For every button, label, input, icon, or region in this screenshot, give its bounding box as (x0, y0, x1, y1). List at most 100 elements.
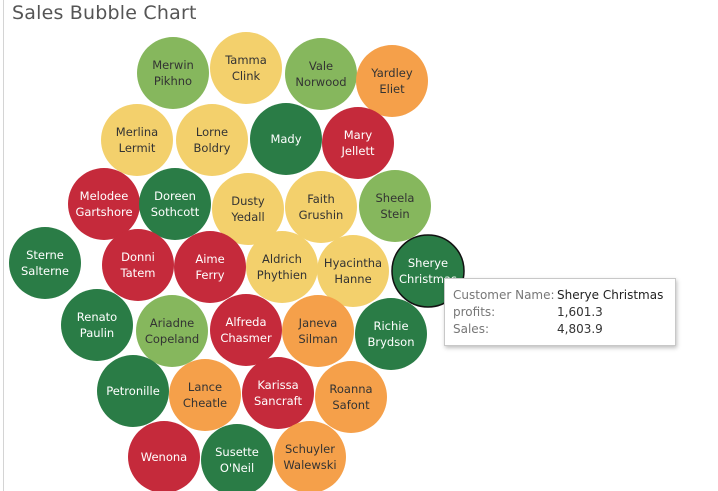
bubble-circle[interactable] (201, 424, 273, 491)
bubble-mary-jellett[interactable]: Mary Jellett (322, 107, 394, 179)
bubble-circle[interactable] (139, 168, 211, 240)
bubble-janeva-silman[interactable]: Janeva Silman (282, 295, 354, 367)
bubble-circle[interactable] (176, 104, 248, 176)
bubble-label: Faith Grushin (299, 192, 344, 222)
bubble-label: Petronille (106, 384, 160, 398)
bubble-lance-cheatle[interactable]: Lance Cheatle (169, 359, 241, 431)
bubble-label: Mary Jellett (341, 128, 375, 158)
bubble-donni-tatem[interactable]: Donni Tatem (102, 229, 174, 301)
bubble-lorne-boldry[interactable]: Lorne Boldry (176, 104, 248, 176)
bubble-label: Schuyler Walewski (283, 442, 336, 472)
bubble-label: Roanna Safont (329, 382, 372, 412)
bubble-label: Lorne Boldry (194, 125, 231, 155)
bubble-label: Yardley Eliet (370, 66, 413, 96)
bubble-label: Sheela Stein (376, 191, 415, 221)
bubble-faith-grushin[interactable]: Faith Grushin (285, 171, 357, 243)
tooltip-profits-value: 1,601.3 (557, 305, 603, 319)
bubble-hyacintha-hanne[interactable]: Hyacintha Hanne (317, 235, 389, 307)
bubble-circle[interactable] (315, 361, 387, 433)
bubble-circle[interactable] (101, 104, 173, 176)
bubble-label: Ariadne Copeland (145, 316, 199, 346)
bubble-circle[interactable] (242, 357, 314, 429)
chart-title: Sales Bubble Chart (12, 2, 197, 24)
bubble-label: Aldrich Phythien (257, 252, 307, 282)
bubble-label: Hyacintha Hanne (324, 256, 382, 286)
bubble-circle[interactable] (68, 168, 140, 240)
bubble-circle[interactable] (246, 231, 318, 303)
bubble-circle[interactable] (136, 295, 208, 367)
bubble-aime-ferry[interactable]: Aime Ferry (174, 231, 246, 303)
bubble-circle[interactable] (274, 421, 346, 491)
bubble-circle[interactable] (285, 38, 357, 110)
bubble-circle[interactable] (174, 231, 246, 303)
bubble-yardley-eliet[interactable]: Yardley Eliet (356, 45, 428, 117)
bubble-schuyler-walewski[interactable]: Schuyler Walewski (274, 421, 346, 491)
bubble-circle[interactable] (359, 170, 431, 242)
bubble-circle[interactable] (322, 107, 394, 179)
bubble-sheela-stein[interactable]: Sheela Stein (359, 170, 431, 242)
bubble-label: Doreen Sothcott (151, 189, 200, 219)
tooltip-sales-key: Sales: (453, 322, 489, 336)
bubble-circle[interactable] (356, 45, 428, 117)
bubble-circle[interactable] (97, 355, 169, 427)
bubble-circle[interactable] (61, 289, 133, 361)
tooltip-sales-row: Sales: 4,803.9 (453, 321, 675, 338)
bubble-dusty-yedall[interactable]: Dusty Yedall (212, 173, 284, 245)
bubble-renato-paulin[interactable]: Renato Paulin (61, 289, 133, 361)
bubble-circle[interactable] (9, 227, 81, 299)
bubble-aldrich-phythien[interactable]: Aldrich Phythien (246, 231, 318, 303)
bubble-label: Mady (270, 132, 301, 146)
bubble-roanna-safont[interactable]: Roanna Safont (315, 361, 387, 433)
bubble-circle[interactable] (102, 229, 174, 301)
bubble-susette-o-neil[interactable]: Susette O'Neil (201, 424, 273, 491)
bubble-petronille[interactable]: Petronille (97, 355, 169, 427)
tooltip-customer-row: Customer Name: Sherye Christmas (453, 287, 675, 304)
tooltip-sales-value: 4,803.9 (557, 322, 603, 336)
bubble-circle[interactable] (169, 359, 241, 431)
bubble-circle[interactable] (285, 171, 357, 243)
tooltip-customer-key: Customer Name: (453, 288, 555, 302)
bubble-sterne-salterne[interactable]: Sterne Salterne (9, 227, 81, 299)
bubble-label: Melodee Gartshore (75, 189, 132, 219)
tooltip-profits-row: profits: 1,601.3 (453, 304, 675, 321)
bubble-mady[interactable]: Mady (250, 103, 322, 175)
bubble-label: Janeva Silman (298, 316, 338, 346)
bubble-ariadne-copeland[interactable]: Ariadne Copeland (136, 295, 208, 367)
bubble-circle[interactable] (317, 235, 389, 307)
bubble-tamma-clink[interactable]: Tamma Clink (210, 32, 282, 104)
bubble-label: Donni Tatem (120, 250, 156, 280)
bubble-label: Karissa Sancraft (254, 378, 303, 408)
tooltip: Customer Name: Sherye Christmas profits:… (444, 278, 676, 346)
bubble-label: Lance Cheatle (183, 380, 227, 410)
bubble-circle[interactable] (137, 37, 209, 109)
bubble-merlina-lermit[interactable]: Merlina Lermit (101, 104, 173, 176)
bubble-label: Richie Brydson (367, 319, 414, 349)
bubble-alfreda-chasmer[interactable]: Alfreda Chasmer (210, 294, 282, 366)
bubble-circle[interactable] (355, 298, 427, 370)
bubble-label: Susette O'Neil (215, 445, 259, 475)
bubble-label: Merwin Pikhno (152, 58, 194, 88)
tooltip-profits-key: profits: (453, 305, 496, 319)
bubble-label: Dusty Yedall (230, 194, 265, 224)
bubble-circle[interactable] (128, 421, 200, 491)
bubble-circle[interactable] (210, 32, 282, 104)
bubble-label: Tamma Clink (224, 53, 267, 83)
bubble-merwin-pikhno[interactable]: Merwin Pikhno (137, 37, 209, 109)
bubble-richie-brydson[interactable]: Richie Brydson (355, 298, 427, 370)
bubble-label: Merlina Lermit (116, 125, 158, 155)
bubble-circle[interactable] (210, 294, 282, 366)
bubble-circle[interactable] (212, 173, 284, 245)
bubble-label: Alfreda Chasmer (220, 315, 272, 345)
bubble-vale-norwood[interactable]: Vale Norwood (285, 38, 357, 110)
bubble-wenona[interactable]: Wenona (128, 421, 200, 491)
tooltip-customer-value: Sherye Christmas (557, 288, 664, 302)
bubble-circle[interactable] (250, 103, 322, 175)
bubble-karissa-sancraft[interactable]: Karissa Sancraft (242, 357, 314, 429)
bubble-circle[interactable] (282, 295, 354, 367)
view-border (3, 0, 4, 491)
bubble-label: Sherye Christmas (399, 256, 457, 286)
bubble-doreen-sothcott[interactable]: Doreen Sothcott (139, 168, 211, 240)
bubble-melodee-gartshore[interactable]: Melodee Gartshore (68, 168, 140, 240)
bubble-label: Wenona (141, 450, 187, 464)
